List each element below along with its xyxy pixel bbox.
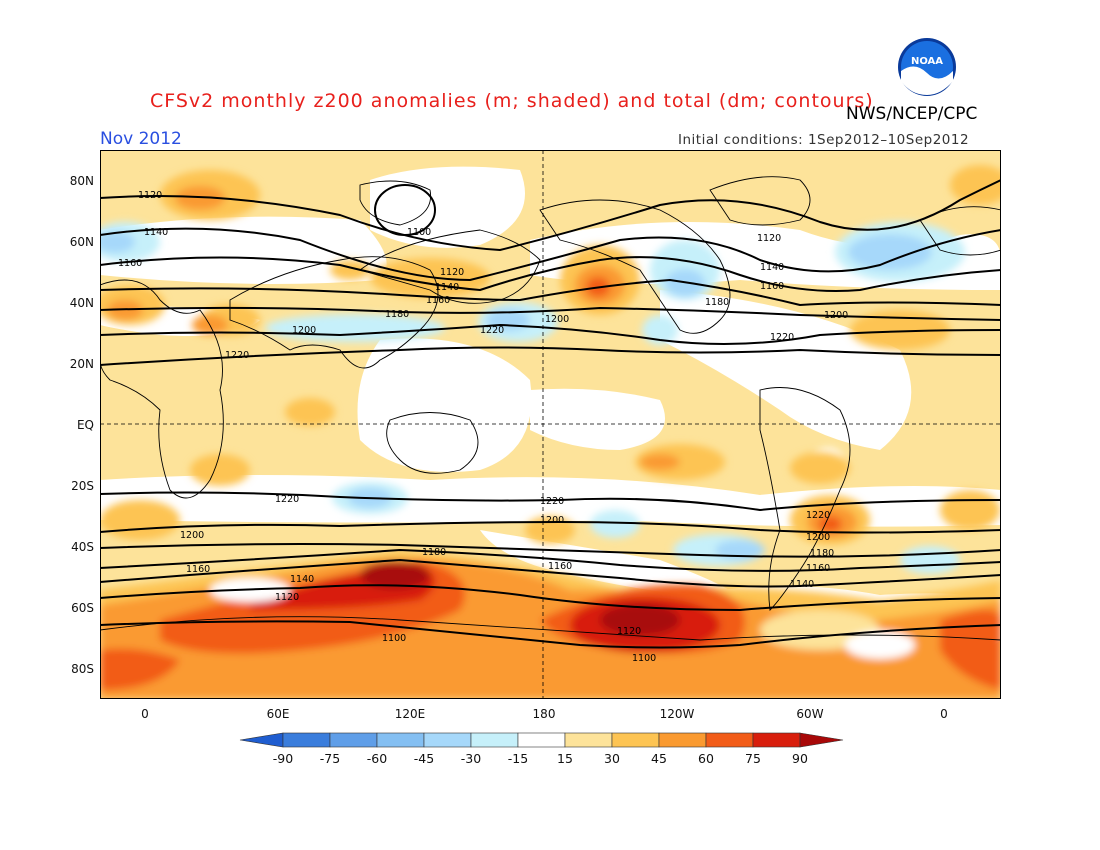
contour-label: 1200 — [545, 314, 569, 325]
lat-label: 20S — [71, 479, 94, 493]
contour-label: 1140 — [290, 574, 314, 585]
colorbar-swatch — [705, 732, 754, 748]
contour-label-set: 1120 1140 1160 1100 1120 1140 1160 1180 … — [118, 190, 848, 664]
contour-label: 1200 — [292, 325, 316, 336]
contour-label: 1220 — [770, 332, 794, 343]
contour-label: 1160 — [426, 295, 450, 306]
colorbar-label: 60 — [698, 751, 714, 766]
lon-label: 60E — [266, 707, 290, 721]
contour-label: 1220 — [275, 494, 299, 505]
contour-label: 1220 — [806, 510, 830, 521]
lat-label: 40S — [71, 540, 94, 554]
colorbar-swatch — [611, 732, 660, 748]
lon-label: 0 — [940, 707, 948, 721]
contour-label: 1160 — [760, 281, 784, 292]
contour-label: 1180 — [385, 309, 409, 320]
contour-label: 1120 — [138, 190, 162, 201]
contour-label: 1140 — [790, 579, 814, 590]
agency-label: NWS/NCEP/CPC — [846, 104, 978, 124]
colorbar-label: -45 — [413, 751, 435, 766]
contour-label: 1160 — [548, 561, 572, 572]
month-label: Nov 2012 — [100, 129, 182, 149]
lat-label: EQ — [76, 418, 94, 432]
noaa-logo: NOAA — [897, 37, 957, 97]
colorbar-label: -90 — [272, 751, 294, 766]
contour-label: 1200 — [824, 310, 848, 321]
contour-label: 1140 — [760, 262, 784, 273]
colorbar-label: 15 — [557, 751, 573, 766]
initial-conditions-label: Initial conditions: 1Sep2012–10Sep2012 — [678, 132, 970, 148]
contour-label: 1160 — [118, 258, 142, 269]
contour-label: 1100 — [407, 227, 431, 238]
contour-label: 1140 — [435, 282, 459, 293]
colorbar-label: 75 — [745, 751, 761, 766]
colorbar-label: -30 — [460, 751, 482, 766]
colorbar-label: -60 — [366, 751, 388, 766]
colorbar-label: 90 — [792, 751, 808, 766]
lon-label: 120W — [659, 707, 695, 721]
colorbar-swatch — [658, 732, 707, 748]
colorbar-arrow-high — [799, 732, 844, 748]
lat-label: 60N — [69, 235, 94, 249]
lon-label: 0 — [141, 707, 149, 721]
colorbar-label: 30 — [604, 751, 620, 766]
contour-label: 1180 — [810, 548, 834, 559]
contour-label: 1140 — [144, 227, 168, 238]
reference-lines — [100, 150, 1001, 699]
colorbar-swatch — [752, 732, 801, 748]
contour-label: 1220 — [540, 496, 564, 507]
contour-label: 1160 — [186, 564, 210, 575]
figure-title: CFSv2 monthly z200 anomalies (m; shaded)… — [150, 90, 874, 112]
anomaly-map: 1120 1140 1160 1100 1120 1140 1160 1180 … — [100, 150, 1001, 699]
colorbar — [239, 732, 844, 748]
contour-label: 1120 — [440, 267, 464, 278]
lat-label: 80N — [69, 174, 94, 188]
contour-label: 1180 — [705, 297, 729, 308]
contour-label: 1120 — [617, 626, 641, 637]
colorbar-swatch — [564, 732, 613, 748]
lat-label: 80S — [71, 662, 94, 676]
contour-label: 1220 — [480, 325, 504, 336]
contour-label: 1220 — [225, 350, 249, 361]
colorbar-label: 45 — [651, 751, 667, 766]
contour-label: 1200 — [806, 532, 830, 543]
map-frame — [100, 150, 1001, 699]
colorbar-swatch — [517, 732, 566, 748]
colorbar-swatch — [376, 732, 425, 748]
lon-label: 60W — [796, 707, 824, 721]
lon-label: 180 — [532, 707, 556, 721]
lat-label: 20N — [69, 357, 94, 371]
contour-label: 1180 — [422, 547, 446, 558]
lat-label: 60S — [71, 601, 94, 615]
contour-label: 1120 — [275, 592, 299, 603]
contour-label: 1100 — [632, 653, 656, 664]
logo-text: NOAA — [911, 56, 943, 67]
colorbar-label: -75 — [319, 751, 341, 766]
colorbar-swatches — [239, 732, 844, 748]
positive-anomalies — [100, 165, 1001, 545]
colorbar-arrow-low — [239, 732, 284, 748]
colorbar-label: -15 — [507, 751, 529, 766]
contour-label: 1160 — [806, 563, 830, 574]
colorbar-swatch — [470, 732, 519, 748]
contour-label: 1200 — [540, 515, 564, 526]
colorbar-swatch — [282, 732, 331, 748]
lon-label: 120E — [394, 707, 426, 721]
coastlines — [100, 176, 1001, 641]
contour-label: 1200 — [180, 530, 204, 541]
height-contours — [100, 179, 1001, 649]
contour-label: 1120 — [757, 233, 781, 244]
colorbar-swatch — [423, 732, 472, 748]
lat-label: 40N — [69, 296, 94, 310]
colorbar-swatch — [329, 732, 378, 748]
contour-label: 1100 — [382, 633, 406, 644]
